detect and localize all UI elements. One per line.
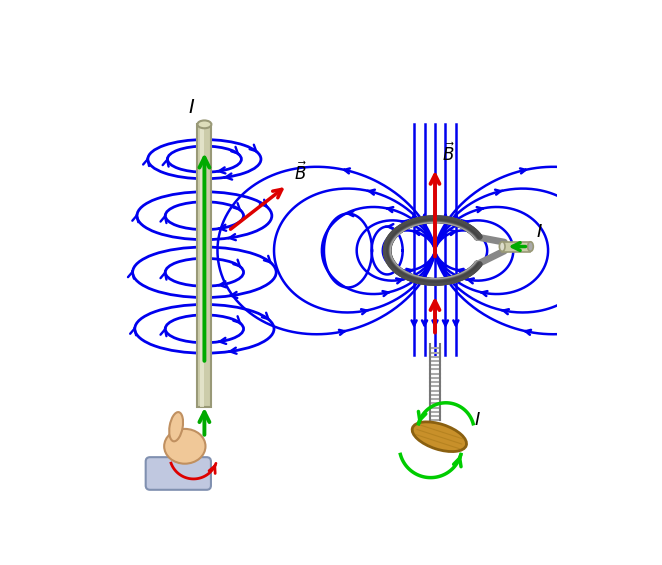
Ellipse shape bbox=[412, 422, 467, 451]
Bar bbox=[197, 124, 211, 407]
Text: $\vec{B}$: $\vec{B}$ bbox=[442, 143, 455, 166]
Bar bbox=[502, 242, 530, 252]
Text: $I$: $I$ bbox=[474, 411, 481, 428]
Ellipse shape bbox=[164, 429, 205, 464]
FancyBboxPatch shape bbox=[146, 457, 211, 490]
Bar bbox=[200, 124, 205, 407]
Text: $I$: $I$ bbox=[188, 98, 195, 118]
Ellipse shape bbox=[499, 242, 505, 251]
Ellipse shape bbox=[169, 412, 183, 441]
Ellipse shape bbox=[528, 242, 534, 251]
Text: $I$: $I$ bbox=[536, 223, 543, 241]
Ellipse shape bbox=[197, 120, 211, 128]
Text: $\vec{B}$: $\vec{B}$ bbox=[293, 162, 307, 184]
